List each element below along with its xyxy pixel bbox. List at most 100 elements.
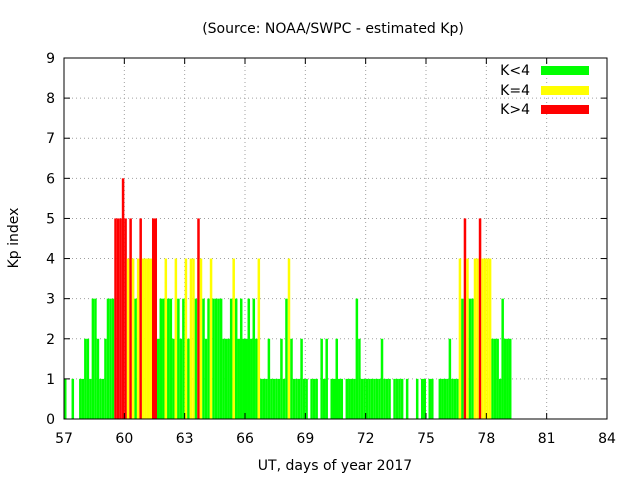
y-tick-label: 6 bbox=[46, 171, 55, 187]
kp-bar bbox=[164, 258, 168, 419]
kp-bar bbox=[383, 378, 386, 419]
kp-bar bbox=[393, 378, 396, 419]
kp-bar bbox=[398, 378, 401, 419]
kp-bar bbox=[189, 258, 193, 419]
kp-bar bbox=[187, 338, 190, 419]
kp-bar bbox=[252, 298, 256, 419]
kp-bar bbox=[151, 218, 155, 419]
kp-bar bbox=[461, 298, 464, 419]
kp-bar bbox=[287, 258, 291, 419]
kp-bar bbox=[368, 378, 371, 419]
kp-bar bbox=[94, 298, 97, 419]
kp-bar bbox=[157, 338, 160, 419]
kp-bar bbox=[179, 338, 183, 419]
kp-bar bbox=[265, 378, 268, 419]
kp-bar bbox=[71, 378, 75, 419]
kp-bar bbox=[124, 218, 127, 419]
kp-bar bbox=[214, 298, 218, 419]
kp-bar bbox=[481, 258, 484, 419]
kp-bar bbox=[448, 338, 452, 419]
kp-bar bbox=[209, 258, 213, 419]
kp-bar bbox=[109, 298, 112, 419]
kp-bar bbox=[491, 338, 494, 419]
kp-bar bbox=[300, 338, 303, 419]
kp-bar bbox=[169, 298, 173, 419]
kp-bar bbox=[207, 298, 210, 419]
kp-bar bbox=[174, 258, 178, 419]
kp-bar bbox=[335, 338, 339, 419]
y-tick-label: 1 bbox=[46, 372, 55, 388]
kp-bar bbox=[483, 258, 487, 419]
kp-bar bbox=[508, 338, 512, 419]
kp-bar bbox=[423, 378, 426, 419]
kp-bar bbox=[373, 378, 376, 419]
kp-bar bbox=[295, 378, 298, 419]
kp-bar bbox=[114, 218, 117, 419]
kp-bar bbox=[365, 378, 369, 419]
kp-bar bbox=[473, 258, 477, 419]
kp-bar bbox=[247, 298, 251, 419]
kp-bar bbox=[250, 338, 253, 419]
kp-bar bbox=[332, 378, 336, 419]
kp-bar bbox=[488, 258, 492, 419]
kp-bar bbox=[320, 338, 323, 419]
kp-bar bbox=[162, 298, 165, 419]
kp-bar bbox=[280, 338, 283, 419]
kp-bar bbox=[446, 378, 449, 419]
kp-bar bbox=[197, 218, 200, 419]
x-tick-label: 69 bbox=[296, 431, 314, 447]
kp-bar bbox=[104, 338, 107, 419]
y-tick-label: 5 bbox=[46, 211, 55, 227]
plot-frame bbox=[63, 57, 608, 420]
kp-bar bbox=[468, 298, 472, 419]
kp-bar bbox=[219, 298, 223, 419]
kp-bar bbox=[79, 378, 82, 419]
kp-bar bbox=[370, 378, 374, 419]
kp-bar bbox=[106, 298, 110, 419]
x-tick-label: 66 bbox=[236, 431, 254, 447]
kp-bar bbox=[363, 378, 366, 419]
kp-bar bbox=[227, 338, 230, 419]
kp-bar bbox=[350, 378, 354, 419]
kp-bar bbox=[305, 378, 308, 419]
kp-bar bbox=[234, 298, 238, 419]
kp-bar bbox=[302, 378, 306, 419]
kp-bar bbox=[192, 258, 195, 419]
x-tick-label: 63 bbox=[176, 431, 194, 447]
kp-bar bbox=[378, 378, 381, 419]
kp-bar bbox=[503, 338, 507, 419]
y-tick-label: 7 bbox=[46, 131, 55, 147]
kp-bar bbox=[202, 298, 205, 419]
kp-bar bbox=[204, 338, 208, 419]
kp-bar bbox=[222, 338, 225, 419]
kp-bar bbox=[355, 298, 359, 419]
kp-bar bbox=[282, 378, 286, 419]
y-tick-label: 9 bbox=[46, 51, 55, 67]
kp-bar bbox=[453, 378, 457, 419]
kp-bar bbox=[129, 218, 132, 419]
kp-bar bbox=[86, 338, 90, 419]
kp-bar bbox=[139, 218, 142, 419]
kp-bar bbox=[285, 298, 288, 419]
kp-bar bbox=[255, 338, 258, 419]
kp-bar bbox=[360, 378, 364, 419]
y-tick-label: 0 bbox=[46, 412, 55, 428]
kp-bar bbox=[345, 378, 349, 419]
kp-bars bbox=[64, 178, 512, 419]
kp-bar bbox=[182, 298, 185, 419]
kp-bar bbox=[217, 298, 220, 419]
kp-bar bbox=[199, 258, 203, 419]
kp-bar bbox=[260, 378, 263, 419]
kp-bar bbox=[312, 378, 316, 419]
kp-bar bbox=[451, 378, 454, 419]
kp-bar bbox=[441, 378, 444, 419]
kp-bar bbox=[428, 378, 432, 419]
kp-bar bbox=[149, 258, 152, 419]
kp-bar bbox=[64, 378, 67, 419]
x-tick-label: 84 bbox=[598, 431, 616, 447]
kp-bar bbox=[167, 298, 170, 419]
kp-bar bbox=[486, 258, 489, 419]
kp-bar bbox=[478, 218, 482, 419]
